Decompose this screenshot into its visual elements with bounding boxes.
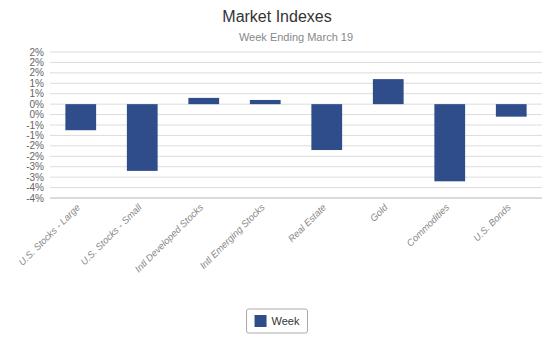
x-tick-label: Intl Developed Stocks [132,201,205,274]
subtitle: Week Ending March 19 [239,31,353,43]
y-tick-label: 1% [30,78,45,89]
y-tick-label: -1% [26,130,44,141]
y-tick-label: -4% [26,182,44,193]
x-tick-label: Commodities [404,201,451,248]
x-tick-label: Intl Emerging Stocks [197,201,267,271]
bar [65,104,96,130]
y-tick-label: 0% [30,99,45,110]
grid-line [50,104,542,105]
x-tick-label: Real Estate [286,202,329,245]
grid [50,52,542,198]
legend: Week [247,309,308,333]
title: Market Indexes [222,8,331,25]
grid-line [50,156,542,157]
y-tick-label: 0% [30,109,45,120]
y-tick-label: -3% [26,172,44,183]
bar [434,104,465,181]
x-axis-line [50,198,542,199]
legend-label: Week [272,315,300,327]
grid-line [50,187,542,188]
bar [373,79,404,104]
y-tick-label: -4% [26,193,44,204]
legend-frame [247,309,308,333]
y-tick-label: -1% [26,120,44,131]
grid-line [50,62,542,63]
x-axis: U.S. Stocks - LargeU.S. Stocks - SmallIn… [16,201,513,274]
bar [127,104,158,171]
bar [496,104,527,117]
y-tick-label: 2% [30,47,45,58]
x-tick-label: Gold [368,201,390,223]
grid-line [50,177,542,178]
grid-line [50,198,542,199]
x-tick-label: U.S. Stocks - Large [16,202,82,268]
grid-line [50,83,542,84]
grid-line [50,52,542,53]
grid-line [50,145,542,146]
bar [311,104,342,150]
y-tick-label: -2% [26,140,44,151]
grid-line [50,135,542,136]
y-tick-label: 2% [30,67,45,78]
grid-line [50,114,542,115]
x-tick-label: U.S. Bonds [471,201,513,243]
chart: Market Indexes Week Ending March 19 -4%-4%… [0,0,554,341]
grid-line [50,166,542,167]
y-axis: -4%-4%-3%-3%-2%-2%-1%-1%0%0%1%1%2%2%2% [26,47,44,204]
y-tick-label: -2% [26,151,44,162]
background [0,0,554,341]
legend-swatch [255,315,267,327]
grid-line [50,93,542,94]
y-tick-label: 1% [30,88,45,99]
grid-line [50,72,542,73]
bar [250,100,281,104]
y-tick-label: 2% [30,57,45,68]
marks [65,79,526,181]
bar [188,98,219,104]
x-tick-label: U.S. Stocks - Small [78,201,144,267]
grid-line [50,125,542,126]
y-tick-label: -3% [26,161,44,172]
